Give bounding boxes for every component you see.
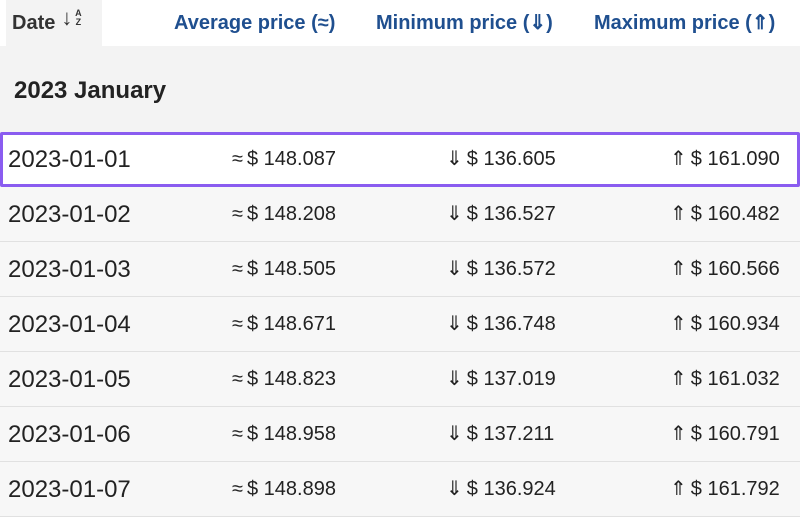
average-price-cell-value: $ 148.823 [246, 368, 336, 390]
average-price-cell-value: $ 148.898 [246, 478, 336, 500]
date-cell: 2023-01-02 [8, 187, 131, 242]
minimum-price-cell: ⇓ $ 136.605 [446, 132, 556, 187]
average-price-cell: ≈ $ 148.505 [232, 242, 336, 297]
double-up-arrow-icon: ⇑ [670, 478, 687, 500]
date-cell-value: 2023-01-04 [8, 311, 131, 338]
sort-az-icon[interactable]: ↓ A Z [61, 5, 82, 30]
table-row[interactable]: 2023-01-03 ≈ $ 148.505 ⇓ $ 136.572 ⇑ $ 160.566 [0, 242, 800, 297]
double-up-arrow-icon: ⇑ [670, 203, 687, 225]
maximum-price-cell: ⇑ $ 160.566 [670, 242, 780, 297]
maximum-price-cell-value: $ 160.934 [690, 313, 780, 335]
date-cell-value: 2023-01-03 [8, 256, 131, 283]
date-cell-value: 2023-01-07 [8, 476, 131, 503]
double-down-arrow-icon: ⇓ [446, 313, 463, 335]
average-price-cell-value: $ 148.505 [246, 258, 336, 280]
average-price-cell-value: $ 148.087 [246, 148, 336, 170]
date-cell-value: 2023-01-02 [8, 201, 131, 228]
maximum-price-cell: ⇑ $ 160.791 [670, 407, 780, 462]
month-group-label: 2023 January [14, 77, 167, 104]
double-down-arrow-icon: ⇓ [446, 203, 463, 225]
double-up-arrow-icon: ⇑ [670, 258, 687, 280]
maximum-price-cell: ⇑ $ 161.090 [670, 132, 780, 187]
average-price-cell-value: $ 148.208 [246, 203, 336, 225]
table-row[interactable]: 2023-01-01 ≈ $ 148.087 ⇓ $ 136.605 ⇑ $ 161.090 [0, 132, 800, 187]
minimum-price-column-header[interactable]: Minimum price (⇓) [376, 12, 553, 34]
approx-icon: ≈ [232, 148, 243, 170]
maximum-price-cell-value: $ 161.792 [690, 478, 780, 500]
minimum-price-cell-value: $ 136.605 [466, 148, 556, 170]
minimum-price-cell: ⇓ $ 136.748 [446, 297, 556, 352]
average-price-cell: ≈ $ 148.898 [232, 462, 336, 517]
date-cell-value: 2023-01-06 [8, 421, 131, 448]
date-cell: 2023-01-07 [8, 462, 131, 517]
maximum-price-cell-value: $ 161.090 [690, 148, 780, 170]
table-row[interactable]: 2023-01-02 ≈ $ 148.208 ⇓ $ 136.527 ⇑ $ 160.482 [0, 187, 800, 242]
double-down-arrow-icon: ⇓ [446, 368, 463, 390]
date-cell: 2023-01-03 [8, 242, 131, 297]
average-price-cell-value: $ 148.958 [246, 423, 336, 445]
approx-icon: ≈ [232, 258, 243, 280]
minimum-price-cell: ⇓ $ 136.527 [446, 187, 556, 242]
minimum-price-cell-value: $ 137.211 [466, 423, 555, 445]
table-row[interactable]: 2023-01-07 ≈ $ 148.898 ⇓ $ 136.924 ⇑ $ 161.792 [0, 462, 800, 517]
maximum-price-cell-value: $ 161.032 [690, 368, 780, 390]
maximum-price-column-header[interactable]: Maximum price (⇑) [594, 12, 776, 34]
double-down-arrow-icon: ⇓ [446, 423, 463, 445]
average-price-cell-value: $ 148.671 [246, 313, 336, 335]
maximum-price-cell: ⇑ $ 160.482 [670, 187, 780, 242]
date-column-header[interactable]: Date ↓ A Z [6, 0, 102, 46]
average-price-cell: ≈ $ 148.958 [232, 407, 336, 462]
minimum-price-cell-value: $ 136.572 [466, 258, 556, 280]
approx-icon: ≈ [232, 313, 243, 335]
month-group-row: 2023 January [0, 46, 800, 132]
date-cell: 2023-01-01 [8, 132, 131, 187]
date-cell-value: 2023-01-05 [8, 366, 131, 393]
double-down-arrow-icon: ⇓ [446, 478, 463, 500]
table-row[interactable]: 2023-01-04 ≈ $ 148.671 ⇓ $ 136.748 ⇑ $ 160.934 [0, 297, 800, 352]
minimum-price-cell-value: $ 136.527 [466, 203, 556, 225]
double-up-arrow-icon: ⇑ [670, 148, 687, 170]
double-up-arrow-icon: ⇑ [670, 313, 687, 335]
date-cell: 2023-01-05 [8, 352, 131, 407]
minimum-price-cell: ⇓ $ 137.019 [446, 352, 556, 407]
minimum-price-cell-value: $ 137.019 [466, 368, 556, 390]
table-row[interactable]: 2023-01-06 ≈ $ 148.958 ⇓ $ 137.211 ⇑ $ 160.791 [0, 407, 800, 462]
double-up-arrow-icon: ⇑ [670, 423, 687, 445]
maximum-price-cell-value: $ 160.791 [690, 423, 780, 445]
maximum-price-cell: ⇑ $ 161.792 [670, 462, 780, 517]
double-down-arrow-icon: ⇓ [446, 258, 463, 280]
table-header: Date ↓ A Z Average price (≈) Minimum price … [0, 0, 800, 46]
double-down-arrow-icon: ⇓ [446, 148, 463, 170]
approx-icon: ≈ [232, 203, 243, 225]
minimum-price-cell: ⇓ $ 136.924 [446, 462, 556, 517]
minimum-price-cell: ⇓ $ 136.572 [446, 242, 556, 297]
date-cell: 2023-01-04 [8, 297, 131, 352]
maximum-price-cell-value: $ 160.566 [690, 258, 780, 280]
approx-icon: ≈ [232, 478, 243, 500]
maximum-price-cell-value: $ 160.482 [690, 203, 780, 225]
date-cell-value: 2023-01-01 [8, 146, 131, 173]
average-price-cell: ≈ $ 148.087 [232, 132, 336, 187]
maximum-price-cell: ⇑ $ 161.032 [670, 352, 780, 407]
approx-icon: ≈ [232, 423, 243, 445]
approx-icon: ≈ [232, 368, 243, 390]
date-cell: 2023-01-06 [8, 407, 131, 462]
minimum-price-cell: ⇓ $ 137.211 [446, 407, 554, 462]
minimum-price-cell-value: $ 136.748 [466, 313, 556, 335]
maximum-price-cell: ⇑ $ 160.934 [670, 297, 780, 352]
table-row[interactable]: 2023-01-05 ≈ $ 148.823 ⇓ $ 137.019 ⇑ $ 161.032 [0, 352, 800, 407]
minimum-price-cell-value: $ 136.924 [466, 478, 556, 500]
double-up-arrow-icon: ⇑ [670, 368, 687, 390]
date-header-label: Date [12, 12, 56, 34]
average-price-column-header[interactable]: Average price (≈) [174, 12, 336, 34]
average-price-cell: ≈ $ 148.208 [232, 187, 336, 242]
average-price-cell: ≈ $ 148.671 [232, 297, 336, 352]
average-price-cell: ≈ $ 148.823 [232, 352, 336, 407]
